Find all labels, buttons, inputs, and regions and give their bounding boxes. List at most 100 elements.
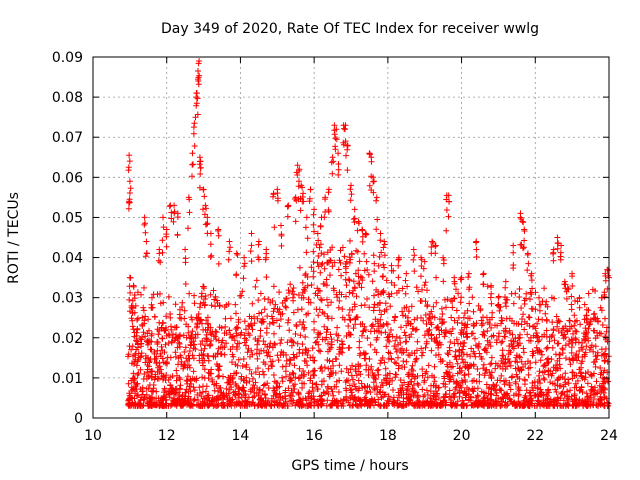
x-tick-label: 18 bbox=[379, 428, 397, 444]
data-point bbox=[126, 401, 133, 408]
data-point bbox=[544, 387, 551, 394]
data-point bbox=[361, 267, 368, 274]
data-point bbox=[288, 377, 295, 384]
data-point bbox=[336, 346, 343, 353]
data-point bbox=[147, 346, 154, 353]
data-point bbox=[347, 237, 353, 244]
data-point bbox=[326, 357, 333, 364]
data-point bbox=[304, 282, 311, 289]
data-point bbox=[332, 355, 339, 362]
data-point bbox=[465, 315, 471, 322]
data-point bbox=[254, 315, 261, 322]
data-point bbox=[431, 363, 438, 370]
data-point bbox=[554, 245, 561, 252]
data-point bbox=[311, 367, 318, 374]
data-point bbox=[602, 345, 609, 352]
data-point bbox=[257, 290, 264, 297]
data-point bbox=[160, 299, 167, 306]
data-point bbox=[520, 399, 527, 406]
data-point bbox=[161, 327, 168, 334]
data-point bbox=[137, 397, 144, 404]
data-point bbox=[461, 372, 468, 379]
data-point bbox=[215, 393, 221, 400]
data-point bbox=[188, 342, 195, 349]
data-point bbox=[374, 318, 381, 325]
y-axis-label: ROTI / TECUs bbox=[6, 192, 22, 284]
data-point bbox=[337, 259, 344, 266]
axis-ticks bbox=[92, 56, 610, 419]
data-point bbox=[409, 325, 416, 332]
data-point bbox=[501, 391, 507, 398]
data-point bbox=[369, 370, 376, 376]
data-point bbox=[350, 325, 357, 332]
data-point bbox=[126, 296, 133, 303]
data-point bbox=[214, 350, 221, 357]
data-point bbox=[562, 323, 569, 330]
data-point bbox=[324, 326, 331, 333]
data-point bbox=[600, 351, 607, 358]
data-point bbox=[510, 400, 517, 407]
data-point bbox=[392, 314, 398, 321]
data-point bbox=[335, 332, 342, 339]
data-point bbox=[129, 323, 136, 330]
data-point bbox=[554, 323, 561, 330]
data-point bbox=[239, 363, 246, 369]
data-point bbox=[207, 241, 214, 248]
data-point bbox=[472, 398, 479, 405]
data-point bbox=[516, 334, 523, 341]
data-point bbox=[336, 257, 343, 264]
data-point bbox=[344, 146, 351, 153]
data-point bbox=[335, 161, 342, 167]
data-point bbox=[305, 310, 312, 317]
data-point bbox=[328, 299, 335, 306]
data-point bbox=[428, 321, 435, 328]
data-point bbox=[262, 361, 269, 368]
data-point bbox=[480, 281, 487, 288]
data-point bbox=[411, 252, 418, 259]
data-point bbox=[163, 372, 170, 379]
data-point bbox=[388, 262, 395, 269]
data-point bbox=[321, 310, 328, 317]
data-point bbox=[587, 318, 594, 325]
data-point bbox=[594, 317, 601, 324]
data-point bbox=[202, 342, 209, 349]
data-point bbox=[521, 297, 528, 304]
data-point bbox=[345, 323, 352, 329]
data-point bbox=[433, 299, 440, 306]
data-point bbox=[510, 392, 517, 399]
data-point bbox=[325, 259, 332, 266]
data-point bbox=[367, 341, 374, 348]
data-point bbox=[208, 252, 215, 259]
data-point bbox=[131, 361, 137, 367]
data-point bbox=[478, 353, 484, 360]
data-point bbox=[307, 354, 314, 361]
data-point bbox=[278, 401, 284, 408]
data-point bbox=[381, 264, 388, 271]
data-point bbox=[348, 250, 355, 257]
data-point bbox=[383, 277, 390, 284]
data-point bbox=[190, 355, 197, 362]
data-point bbox=[377, 389, 384, 396]
data-point bbox=[420, 265, 427, 272]
data-point bbox=[282, 303, 289, 310]
data-point bbox=[451, 280, 458, 287]
data-point bbox=[284, 203, 291, 210]
data-point bbox=[241, 335, 248, 342]
data-point bbox=[408, 303, 415, 310]
data-point bbox=[187, 388, 194, 395]
data-point bbox=[202, 388, 209, 395]
data-point bbox=[360, 327, 367, 334]
data-point bbox=[561, 281, 568, 288]
data-point bbox=[445, 351, 452, 358]
data-point bbox=[194, 321, 201, 328]
data-point bbox=[125, 402, 132, 409]
data-point bbox=[534, 349, 541, 356]
data-point bbox=[583, 390, 590, 397]
data-point bbox=[465, 274, 472, 281]
data-point bbox=[192, 331, 199, 338]
data-point bbox=[569, 369, 576, 376]
data-point bbox=[352, 316, 359, 323]
data-point bbox=[184, 373, 191, 380]
data-point bbox=[329, 170, 336, 177]
data-point bbox=[489, 309, 496, 316]
